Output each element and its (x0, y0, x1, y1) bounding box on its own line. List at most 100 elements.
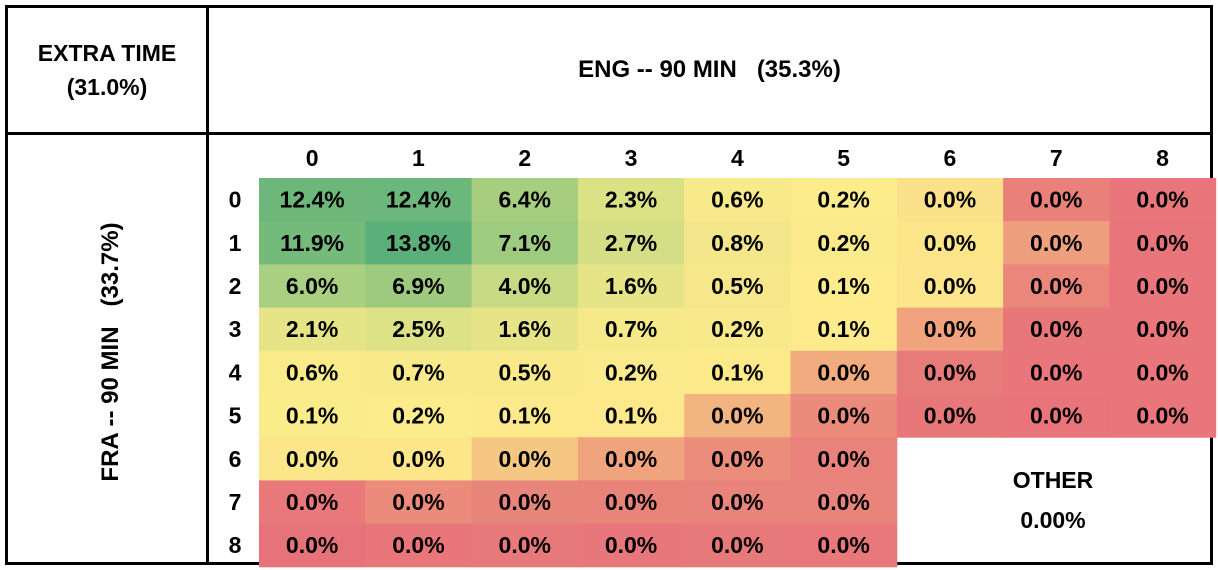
heatmap-value-6-4: 0.0% (711, 446, 763, 472)
heatmap-value-5-2: 0.1% (499, 403, 551, 429)
heatmap-value-1-2: 7.1% (499, 230, 551, 256)
heatmap-value-5-4: 0.0% (711, 403, 763, 429)
column-label-1: 1 (412, 145, 425, 171)
heatmap-cell-1-6 (896, 221, 1004, 265)
row-label-4: 4 (229, 359, 242, 385)
heatmap-cell-8-3 (577, 523, 685, 568)
column-label-6: 6 (944, 145, 957, 171)
heatmap-value-0-7: 0.0% (1030, 187, 1082, 213)
heatmap-cell-5-0 (259, 394, 366, 438)
heatmap-value-2-1: 6.9% (392, 273, 444, 299)
heatmap-cell-3-5 (790, 307, 898, 352)
heatmap-cell-7-4 (684, 480, 791, 525)
heatmap-cell-7-2 (471, 480, 579, 525)
heatmap-value-0-2: 6.4% (499, 187, 551, 213)
heatmap-value-1-3: 2.7% (605, 230, 657, 256)
heatmap-cell-6-1 (365, 437, 473, 481)
row-label-3: 3 (229, 316, 242, 342)
heatmap-value-5-5: 0.0% (817, 403, 869, 429)
column-label-5: 5 (837, 145, 850, 171)
heatmap-value-0-3: 2.3% (605, 187, 657, 213)
heatmap-value-7-4: 0.0% (711, 489, 763, 515)
heatmap-cell-1-4 (684, 221, 791, 265)
heatmap-cell-4-0 (259, 350, 366, 395)
heatmap-value-0-4: 0.6% (711, 187, 763, 213)
heatmap-value-2-4: 0.5% (711, 273, 763, 299)
heatmap-cell-1-1 (365, 221, 473, 265)
vertical-divider (206, 5, 209, 565)
extra-time-label: EXTRA TIME (37, 40, 177, 66)
heatmap-cell-5-1 (365, 394, 473, 438)
heatmap-value-2-2: 4.0% (499, 273, 551, 299)
heatmap-value-3-0: 2.1% (286, 316, 338, 342)
heatmap-value-4-8: 0.0% (1136, 359, 1188, 385)
heatmap-value-7-2: 0.0% (499, 489, 551, 515)
heatmap-cell-7-5 (790, 480, 898, 525)
column-label-2: 2 (518, 145, 531, 171)
heatmap-value-1-8: 0.0% (1136, 230, 1188, 256)
heatmap-value-7-3: 0.0% (605, 489, 657, 515)
heatmap-cell-1-0 (259, 221, 366, 265)
heatmap-value-0-5: 0.2% (817, 187, 869, 213)
heatmap-cell-4-3 (577, 350, 685, 395)
heatmap-cell-0-1 (365, 178, 473, 222)
heatmap-value-2-3: 1.6% (605, 273, 657, 299)
heatmap-cell-5-7 (1003, 394, 1110, 438)
heatmap-cell-0-3 (577, 178, 685, 222)
heatmap-cell-1-5 (790, 221, 898, 265)
heatmap-cell-8-1 (365, 523, 473, 568)
heatmap-cell-8-2 (471, 523, 579, 568)
heatmap-value-3-2: 1.6% (499, 316, 551, 342)
heatmap-cell-6-0 (259, 437, 366, 481)
heatmap-value-4-3: 0.2% (605, 359, 657, 385)
horizontal-divider (5, 132, 1213, 135)
heatmap-value-6-0: 0.0% (286, 446, 338, 472)
heatmap-value-6-2: 0.0% (499, 446, 551, 472)
heatmap-cell-4-8 (1109, 350, 1217, 395)
row-label-1: 1 (229, 230, 242, 256)
heatmap-value-3-1: 2.5% (392, 316, 444, 342)
heatmap-cell-4-7 (1003, 350, 1110, 395)
heatmap-cell-0-7 (1003, 178, 1110, 222)
extra-time-cell: EXTRA TIME (31.0%) (8, 8, 206, 132)
heatmap-value-5-3: 0.1% (605, 403, 657, 429)
heatmap-value-8-5: 0.0% (817, 532, 869, 558)
heatmap-cell-4-4 (684, 350, 791, 395)
heatmap-cell-3-4 (684, 307, 791, 352)
heatmap-cell-3-7 (1003, 307, 1110, 352)
heatmap-value-2-5: 0.1% (817, 273, 869, 299)
heatmap-cell-5-2 (471, 394, 579, 438)
heatmap-cell-2-3 (577, 264, 685, 309)
heatmap-value-7-0: 0.0% (286, 489, 338, 515)
heatmap-value-8-3: 0.0% (605, 532, 657, 558)
heatmap-cell-0-6 (896, 178, 1004, 222)
heatmap-cell-0-5 (790, 178, 898, 222)
heatmap-value-6-3: 0.0% (605, 446, 657, 472)
heatmap-cell-6-2 (471, 437, 579, 481)
heatmap-value-0-8: 0.0% (1136, 187, 1188, 213)
heatmap-cell-1-8 (1109, 221, 1217, 265)
heatmap-value-0-1: 12.4% (386, 187, 451, 213)
heatmap-cell-4-6 (896, 350, 1004, 395)
column-label-0: 0 (306, 145, 319, 171)
heatmap-value-8-2: 0.0% (499, 532, 551, 558)
heatmap-cell-2-2 (471, 264, 579, 309)
heatmap-cell-8-0 (259, 523, 366, 568)
heatmap-cell-5-4 (684, 394, 791, 438)
heatmap-value-6-5: 0.0% (817, 446, 869, 472)
heatmap-cell-4-2 (471, 350, 579, 395)
other-label: OTHER (1012, 466, 1094, 493)
row-label-0: 0 (229, 187, 242, 213)
heatmap-cell-0-0 (259, 178, 366, 222)
heatmap-cell-3-0 (259, 307, 366, 352)
heatmap-cell-6-5 (790, 437, 898, 481)
heatmap-value-8-1: 0.0% (392, 532, 444, 558)
heatmap-cell-2-8 (1109, 264, 1217, 309)
column-label-8: 8 (1156, 145, 1169, 171)
other-value: 0.00% (1020, 506, 1086, 533)
heatmap-cell-5-3 (577, 394, 685, 438)
heatmap-value-7-5: 0.0% (817, 489, 869, 515)
heatmap-cell-2-4 (684, 264, 791, 309)
heatmap-cell-2-0 (259, 264, 366, 309)
